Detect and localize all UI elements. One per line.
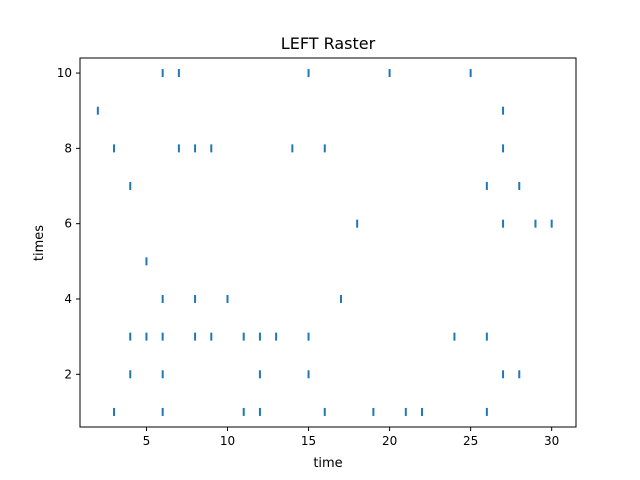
x-axis-label: time — [313, 456, 342, 471]
x-tick-label: 30 — [544, 434, 559, 448]
plot-frame — [79, 57, 577, 428]
y-tick-label: 6 — [64, 217, 72, 231]
x-tick-label: 20 — [382, 434, 397, 448]
y-tick-label: 2 — [64, 367, 72, 381]
x-axis-ticks: 5 10 15 20 25 30 — [143, 427, 559, 448]
x-tick-label: 25 — [463, 434, 478, 448]
spike-group — [96, 69, 553, 416]
y-tick-label: 8 — [64, 141, 72, 155]
x-tick-label: 10 — [220, 434, 235, 448]
y-axis-label: times — [32, 225, 47, 261]
x-tick-label: 15 — [301, 434, 316, 448]
y-tick-label: 4 — [64, 292, 72, 306]
y-tick-label: 10 — [57, 66, 72, 80]
chart-title: LEFT Raster — [281, 34, 376, 53]
x-tick-label: 5 — [143, 434, 151, 448]
y-axis-ticks: 2 4 6 8 10 — [57, 66, 80, 381]
